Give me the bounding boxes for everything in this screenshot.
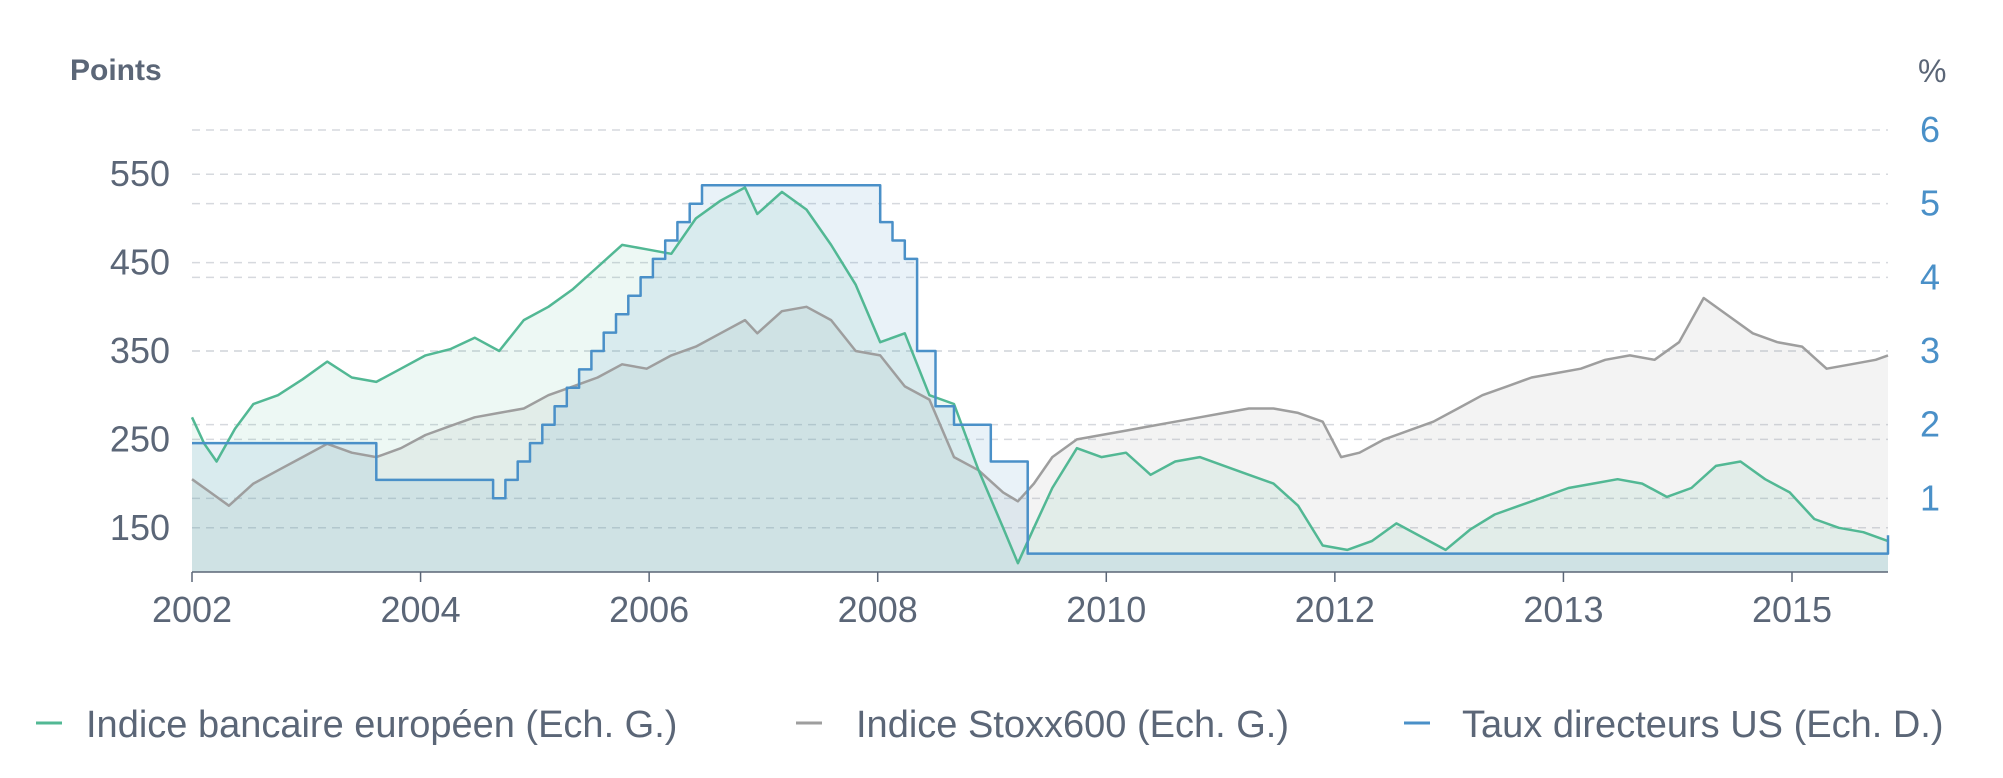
x-axis-ticks: 2002 2004 2006 2008 2010 2012 2013 2015 — [152, 572, 1832, 630]
y-left-axis-title: Points — [70, 54, 162, 87]
series-line-us-rates — [192, 184, 1890, 555]
legend-item-us-rates: Taux directeurs US (Ech. D.) — [1404, 704, 1943, 746]
area-stoxx600 — [192, 298, 1888, 572]
series-lines — [190, 184, 1890, 565]
x-tick-label: 2012 — [1295, 589, 1375, 630]
legend: Indice bancaire européen (Ech. G.) Indic… — [36, 704, 1943, 746]
y-right-axis-ticks: 1 2 3 4 5 6 — [1920, 109, 1940, 518]
y-left-tick-label: 350 — [110, 330, 170, 371]
legend-label-us-rates: Taux directeurs US (Ech. D.) — [1462, 704, 1943, 746]
y-right-tick-label: 1 — [1920, 477, 1940, 518]
x-tick-label: 2006 — [609, 589, 689, 630]
legend-item-stoxx600: Indice Stoxx600 (Ech. G.) — [796, 704, 1289, 746]
area-bank-index — [192, 187, 1888, 572]
x-tick-label: 2013 — [1523, 589, 1603, 630]
x-tick-label: 2004 — [381, 589, 461, 630]
y-right-tick-label: 2 — [1920, 404, 1940, 445]
series-line-bank-index — [190, 186, 1889, 565]
legend-item-bank-index: Indice bancaire européen (Ech. G.) — [36, 704, 677, 746]
x-tick-label: 2008 — [838, 589, 918, 630]
grid-lines — [192, 129, 1888, 529]
area-us-rates — [192, 185, 1888, 573]
y-right-axis-title: % — [1918, 53, 1946, 89]
series-line-stoxx600 — [191, 296, 1889, 507]
x-tick-label: 2002 — [152, 589, 232, 630]
y-left-tick-label: 450 — [110, 242, 170, 283]
series-areas — [192, 185, 1888, 573]
y-right-tick-label: 5 — [1920, 183, 1940, 224]
y-right-tick-label: 6 — [1920, 109, 1940, 150]
legend-label-bank-index: Indice bancaire européen (Ech. G.) — [86, 704, 677, 746]
y-left-tick-label: 550 — [110, 153, 170, 194]
x-tick-label: 2015 — [1752, 589, 1832, 630]
y-left-tick-label: 250 — [110, 418, 170, 459]
x-tick-label: 2010 — [1066, 589, 1146, 630]
y-left-axis-ticks: 150 250 350 450 550 — [110, 153, 170, 548]
y-right-tick-label: 3 — [1920, 330, 1940, 371]
y-left-tick-label: 150 — [110, 507, 170, 548]
y-right-tick-label: 4 — [1920, 256, 1940, 297]
legend-label-stoxx600: Indice Stoxx600 (Ech. G.) — [856, 704, 1289, 746]
